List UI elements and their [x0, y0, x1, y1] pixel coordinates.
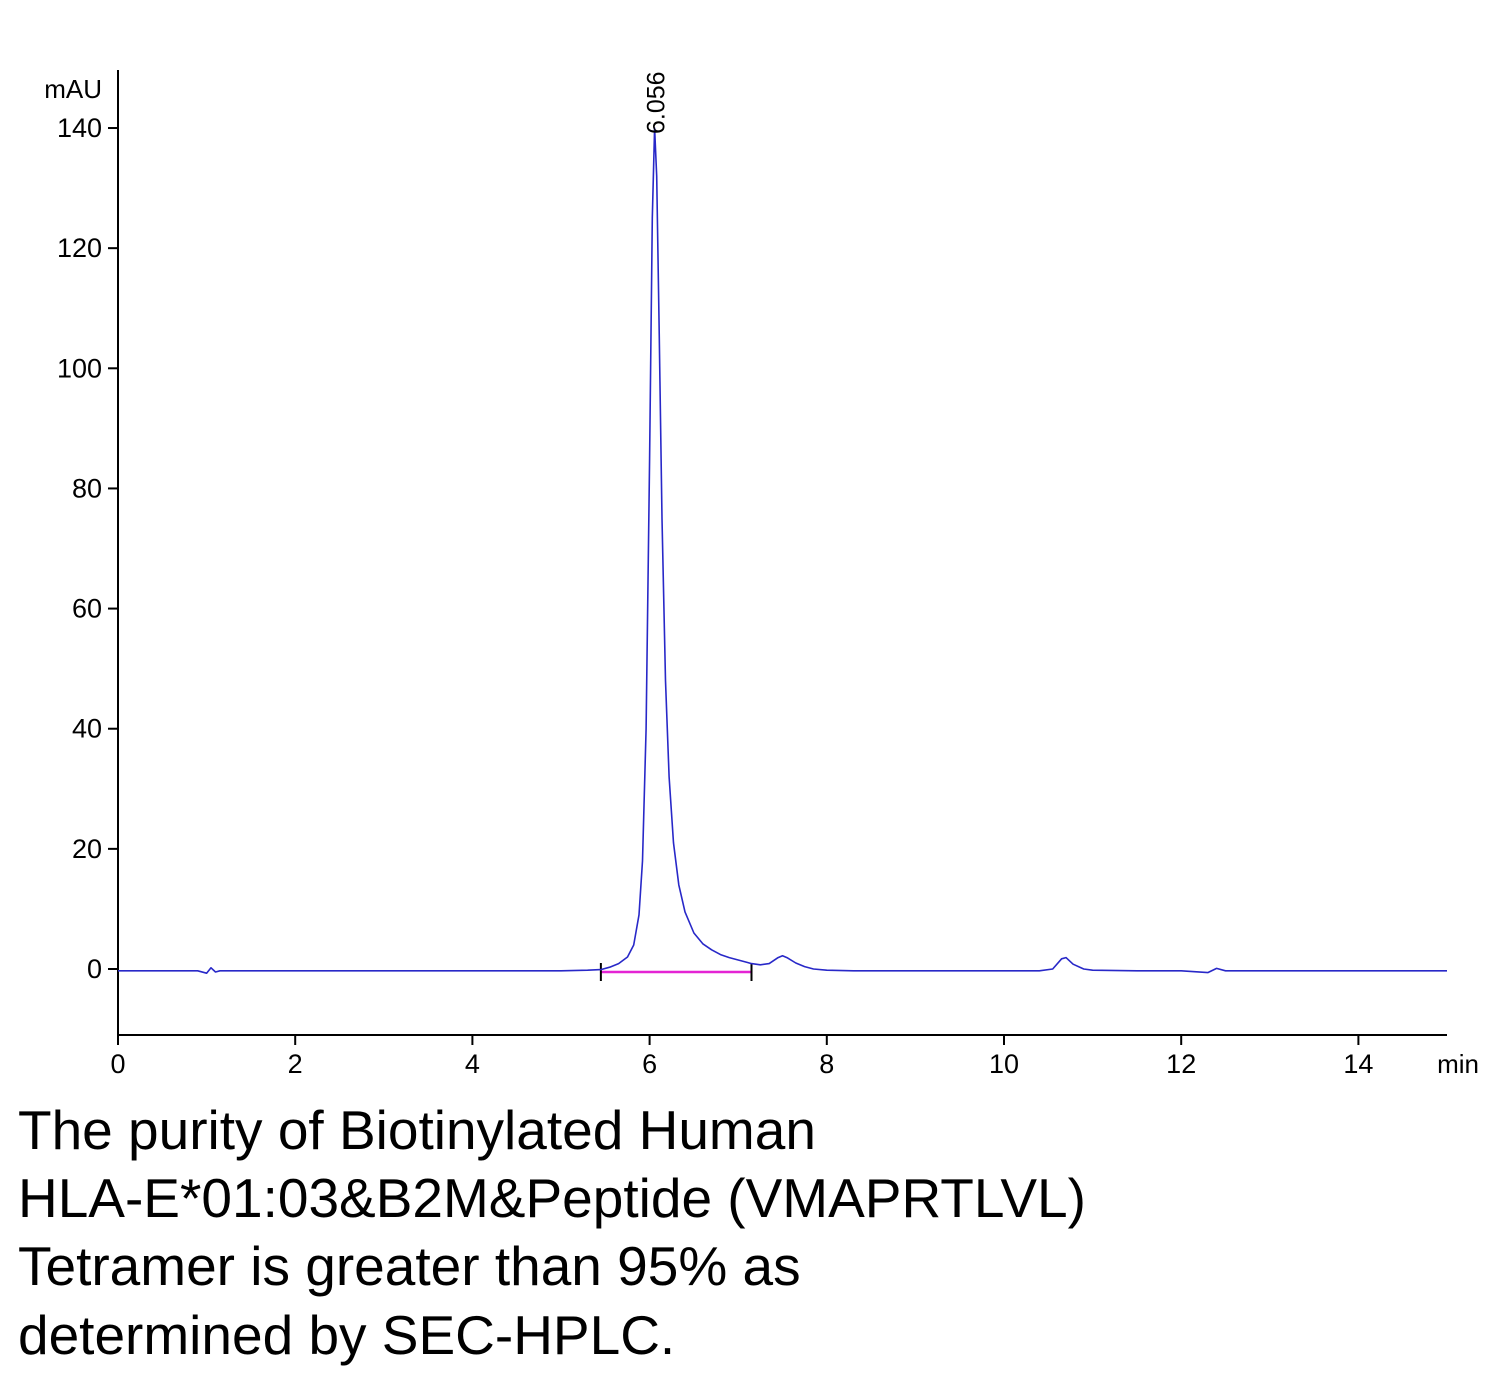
y-tick-label: 120 [57, 233, 102, 263]
x-tick-label: 4 [465, 1049, 480, 1079]
peak-retention-time-label: 6.056 [643, 71, 671, 134]
y-tick-label: 60 [72, 594, 102, 624]
y-tick-label: 20 [72, 834, 102, 864]
caption-line-4: determined by SEC-HPLC. [18, 1303, 676, 1366]
x-axis-unit-label: min [1437, 1049, 1479, 1079]
y-tick-label: 100 [57, 353, 102, 383]
caption-line-3: Tetramer is greater than 95% as [18, 1235, 801, 1298]
y-axis-unit-label: mAU [44, 74, 102, 104]
caption-line-1: The purity of Biotinylated Human [18, 1099, 816, 1161]
y-tick-label: 0 [87, 954, 102, 984]
figure-caption: The purity of Biotinylated Human HLA-E*0… [18, 1096, 1478, 1369]
x-tick-label: 14 [1343, 1049, 1373, 1079]
sec-hplc-chromatogram: 0 20 40 60 80 100 120 140 0 2 4 6 8 10 12 14 mAU min 6.056 [44, 70, 1479, 1079]
x-tick-label: 12 [1166, 1049, 1196, 1079]
caption-line-2: HLA-E*01:03&B2M&Peptide (VMAPRTLVL) [18, 1167, 1086, 1230]
x-tick-label: 6 [642, 1049, 657, 1079]
x-tick-label: 0 [110, 1049, 125, 1079]
x-tick-label: 8 [819, 1049, 834, 1079]
y-tick-label: 80 [72, 473, 102, 503]
x-tick-label: 10 [989, 1049, 1019, 1079]
y-tick-label: 140 [57, 113, 102, 143]
x-tick-label: 2 [288, 1049, 303, 1079]
chromatogram-trace [118, 127, 1447, 975]
y-tick-label: 40 [72, 714, 102, 744]
